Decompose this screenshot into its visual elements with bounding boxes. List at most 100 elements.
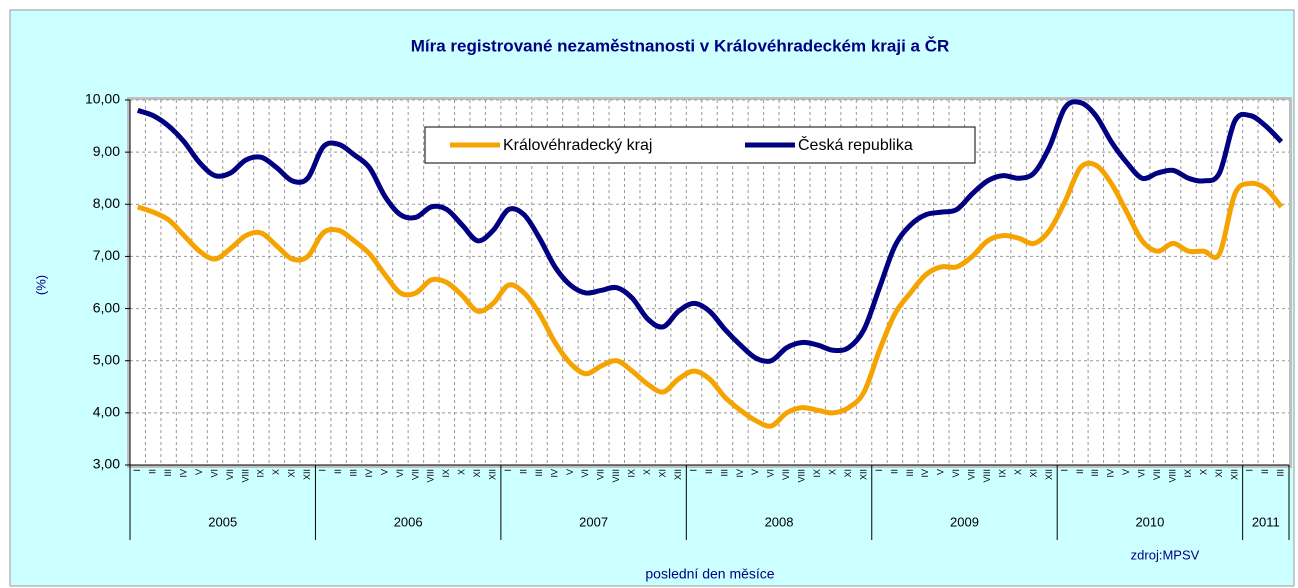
x-tick-label: VII	[781, 469, 791, 480]
x-tick-label: II	[704, 469, 714, 474]
x-tick-label: I	[1245, 469, 1255, 472]
x-tick-label: III	[1090, 469, 1100, 477]
x-tick-label: X	[1013, 469, 1023, 475]
x-tick-label: I	[1059, 469, 1069, 472]
series-line	[136, 160, 1284, 429]
x-tick-label: I	[688, 469, 698, 472]
x-tick-label: III	[348, 469, 358, 477]
x-tick-label: XI	[1028, 469, 1038, 478]
y-tick-label: 5,00	[93, 351, 120, 367]
x-tick-label: VII	[410, 469, 420, 480]
y-tick-label: 7,00	[93, 247, 120, 263]
x-tick-label: IV	[735, 469, 745, 478]
x-tick-label: I	[874, 469, 884, 472]
legend-box	[424, 126, 976, 164]
x-tick-label: IX	[627, 469, 637, 478]
x-tick-label: II	[889, 469, 899, 474]
x-tick-label: X	[271, 469, 281, 475]
x-tick-label: III	[534, 469, 544, 477]
x-tick-label: XI	[287, 469, 297, 478]
x-tick-label: I	[503, 469, 513, 472]
x-tick-label: XII	[858, 469, 868, 480]
x-tick-label: X	[1198, 469, 1208, 475]
year-label: 2010	[1135, 514, 1164, 529]
x-tick-label: XII	[673, 469, 683, 480]
x-tick-label: IV	[549, 469, 559, 478]
x-tick-label: IV	[178, 469, 188, 478]
x-tick-label: IV	[364, 469, 374, 478]
x-tick-label: IX	[1183, 469, 1193, 478]
y-tick-label: 3,00	[93, 456, 120, 472]
x-tick-label: VIII	[240, 469, 250, 483]
x-tick-label: IX	[441, 469, 451, 478]
y-tick-label: 8,00	[93, 195, 120, 211]
legend-label: Královéhradecký kraj	[503, 137, 652, 154]
x-tick-label: VII	[967, 469, 977, 480]
x-tick-label: II	[518, 469, 528, 474]
x-tick-label: II	[333, 469, 343, 474]
x-tick-label: V	[379, 469, 389, 475]
x-tick-label: I	[318, 469, 328, 472]
legend-label: Česká republika	[798, 135, 913, 154]
legend: Královéhradecký kraj Česká republika	[424, 126, 976, 164]
y-tick-label: 10,00	[85, 91, 120, 107]
x-tick-label: VII	[1152, 469, 1162, 480]
lines	[136, 99, 1284, 429]
x-tick-label: VIII	[611, 469, 621, 483]
year-label: 2008	[765, 514, 794, 529]
x-tick-label: V	[194, 469, 204, 475]
x-tick-label: II	[1260, 469, 1270, 474]
x-tick-label: X	[457, 469, 467, 475]
x-tick-label: V	[750, 469, 760, 475]
x-tick-label: I	[132, 469, 142, 472]
x-axis-label: poslední den měsíce	[645, 566, 774, 582]
x-tick-label: V	[1121, 469, 1131, 475]
y-tick-label: 6,00	[93, 299, 120, 315]
x-tick-label: IV	[920, 469, 930, 478]
x-tick-label: IX	[812, 469, 822, 478]
x-tick-label: V	[936, 469, 946, 475]
x-tick-label: VI	[1137, 469, 1147, 478]
year-label: 2011	[1252, 514, 1280, 529]
x-tick-label: XI	[1214, 469, 1224, 478]
x-tick-label: III	[163, 469, 173, 477]
x-tick-label: XII	[302, 469, 312, 480]
x-tick-label: VIII	[982, 469, 992, 483]
x-tick-label: XII	[1044, 469, 1054, 480]
year-label: 2007	[579, 514, 608, 529]
x-tick-label: V	[565, 469, 575, 475]
x-tick-label: IX	[997, 469, 1007, 478]
x-tick-label: III	[719, 469, 729, 477]
year-label: 2006	[394, 514, 423, 529]
x-tick-label: XI	[843, 469, 853, 478]
y-axis-label: (%)	[33, 275, 48, 295]
x-tick-label: III	[1276, 469, 1286, 477]
x-tick-label: X	[828, 469, 838, 475]
x-tick-label: VI	[209, 469, 219, 478]
y-tick-label: 4,00	[93, 404, 120, 420]
x-tick-label: VI	[951, 469, 961, 478]
y-tick-label: 9,00	[93, 143, 120, 159]
year-label: 2005	[208, 514, 237, 529]
source-note: zdroj:MPSV	[1131, 547, 1200, 562]
x-tick-label: VII	[596, 469, 606, 480]
x-tick-label: VI	[580, 469, 590, 478]
x-tick-label: VIII	[1167, 469, 1177, 483]
x-tick-label: II	[148, 469, 158, 474]
x-tick-label: VIII	[797, 469, 807, 483]
x-tick-label: XII	[1229, 469, 1239, 480]
x-tick-label: X	[642, 469, 652, 475]
x-tick-label: VI	[766, 469, 776, 478]
x-tick-label: VII	[225, 469, 235, 480]
chart-title: Míra registrované nezaměstnanosti v Král…	[411, 36, 950, 55]
x-tick-label: IX	[256, 469, 266, 478]
x-tick-label: XI	[472, 469, 482, 478]
x-tick-label: XII	[488, 469, 498, 480]
x-tick-label: VIII	[426, 469, 436, 483]
x-tick-label: II	[1075, 469, 1085, 474]
year-label: 2009	[950, 514, 979, 529]
series-line	[136, 99, 1284, 364]
x-tick-label: III	[905, 469, 915, 477]
